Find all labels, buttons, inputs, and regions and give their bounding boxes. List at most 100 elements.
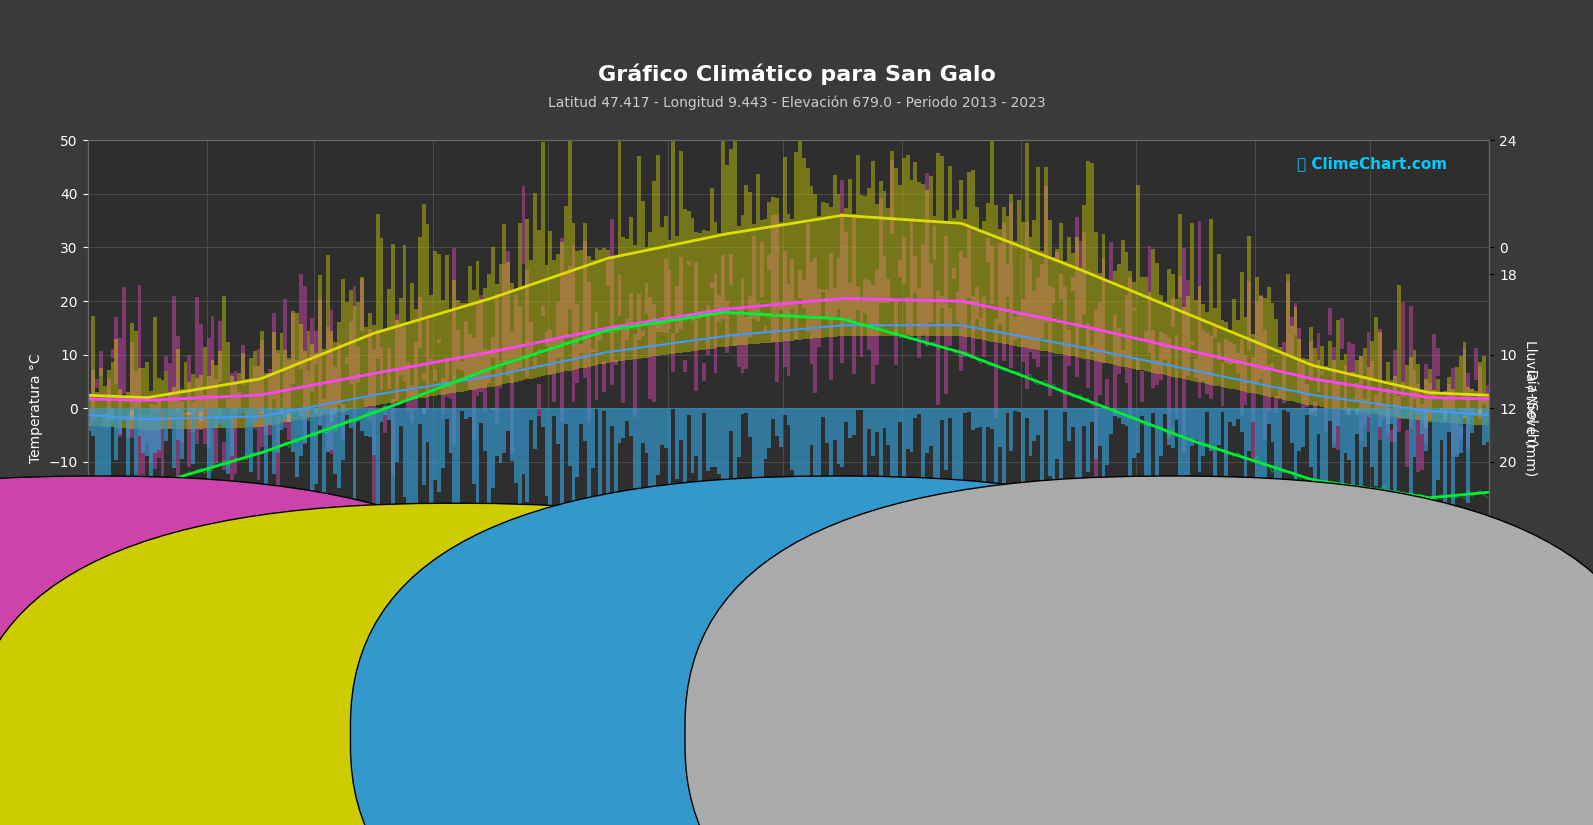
Bar <box>299 408 303 456</box>
Bar <box>365 328 368 408</box>
Bar <box>249 378 253 422</box>
Bar <box>787 408 790 426</box>
Bar <box>1209 219 1212 384</box>
Bar <box>983 296 986 357</box>
Bar <box>1040 264 1043 338</box>
Bar <box>390 399 395 477</box>
Bar <box>491 337 495 359</box>
Bar <box>1367 408 1370 417</box>
Bar <box>529 323 534 355</box>
Bar <box>1427 408 1432 412</box>
Bar <box>403 327 406 381</box>
Bar <box>795 152 798 340</box>
Bar <box>906 155 910 336</box>
Bar <box>1451 389 1454 423</box>
Bar <box>994 205 997 342</box>
Bar <box>460 408 464 411</box>
Bar <box>188 382 191 429</box>
Bar <box>1421 391 1424 421</box>
Bar <box>836 408 841 464</box>
Bar <box>1125 252 1128 367</box>
Bar <box>292 314 295 384</box>
Bar <box>164 371 169 429</box>
Bar <box>744 317 749 369</box>
Bar <box>365 398 368 408</box>
Bar <box>1133 309 1136 310</box>
Bar <box>137 368 142 429</box>
Bar <box>1090 345 1094 352</box>
Bar <box>425 408 430 442</box>
Bar <box>118 338 123 437</box>
Bar <box>534 357 537 369</box>
Bar <box>817 290 820 346</box>
Bar <box>1005 265 1010 297</box>
Bar <box>1386 408 1389 522</box>
Text: Temperatura °C: Temperatura °C <box>88 699 210 713</box>
Bar <box>1013 408 1016 411</box>
Bar <box>472 338 476 440</box>
Bar <box>1252 408 1255 422</box>
Bar <box>978 408 983 427</box>
Bar <box>1424 364 1427 441</box>
Bar <box>414 342 417 410</box>
Bar <box>640 201 645 358</box>
Bar <box>349 290 352 410</box>
Bar <box>1244 408 1247 490</box>
Bar <box>1356 383 1359 402</box>
Bar <box>978 231 983 340</box>
Bar <box>806 408 809 478</box>
Bar <box>626 238 629 361</box>
Bar <box>997 229 1002 343</box>
Bar <box>1144 408 1147 527</box>
Bar <box>1236 408 1239 419</box>
Bar <box>959 251 964 371</box>
Bar <box>833 408 836 441</box>
Bar <box>741 408 744 414</box>
Bar <box>572 245 575 402</box>
Bar <box>164 408 169 441</box>
Bar <box>652 181 656 356</box>
Bar <box>1290 408 1294 443</box>
Bar <box>1255 277 1258 394</box>
Bar <box>951 219 956 336</box>
Bar <box>417 237 422 398</box>
Bar <box>521 186 526 264</box>
Bar <box>599 408 602 516</box>
Text: Lluvia (mm): Lluvia (mm) <box>828 699 921 713</box>
Bar <box>741 278 744 373</box>
Bar <box>902 238 906 285</box>
Bar <box>820 290 825 292</box>
Bar <box>330 310 333 455</box>
Bar <box>932 226 937 261</box>
Bar <box>545 332 548 346</box>
Bar <box>123 396 126 428</box>
Bar <box>725 164 730 346</box>
Bar <box>1225 408 1228 499</box>
Bar <box>299 324 303 419</box>
Bar <box>1470 408 1474 413</box>
Bar <box>150 408 153 508</box>
Bar <box>210 316 215 418</box>
Bar <box>338 322 341 412</box>
Bar <box>951 268 956 279</box>
Bar <box>1247 280 1252 350</box>
Bar <box>1056 249 1059 354</box>
Bar <box>183 413 188 415</box>
Bar <box>325 255 330 414</box>
Bar <box>260 331 264 427</box>
Bar <box>691 316 695 320</box>
Bar <box>1171 298 1174 327</box>
Bar <box>972 296 975 359</box>
Bar <box>667 270 671 329</box>
Bar <box>284 299 287 428</box>
Bar <box>1375 408 1378 486</box>
Bar <box>118 389 123 428</box>
Bar <box>226 408 229 474</box>
Bar <box>1228 408 1231 422</box>
Bar <box>667 408 671 496</box>
Bar <box>118 408 123 434</box>
Bar <box>153 408 156 410</box>
Bar <box>422 373 425 380</box>
Bar <box>741 215 744 345</box>
Bar <box>1098 408 1101 446</box>
